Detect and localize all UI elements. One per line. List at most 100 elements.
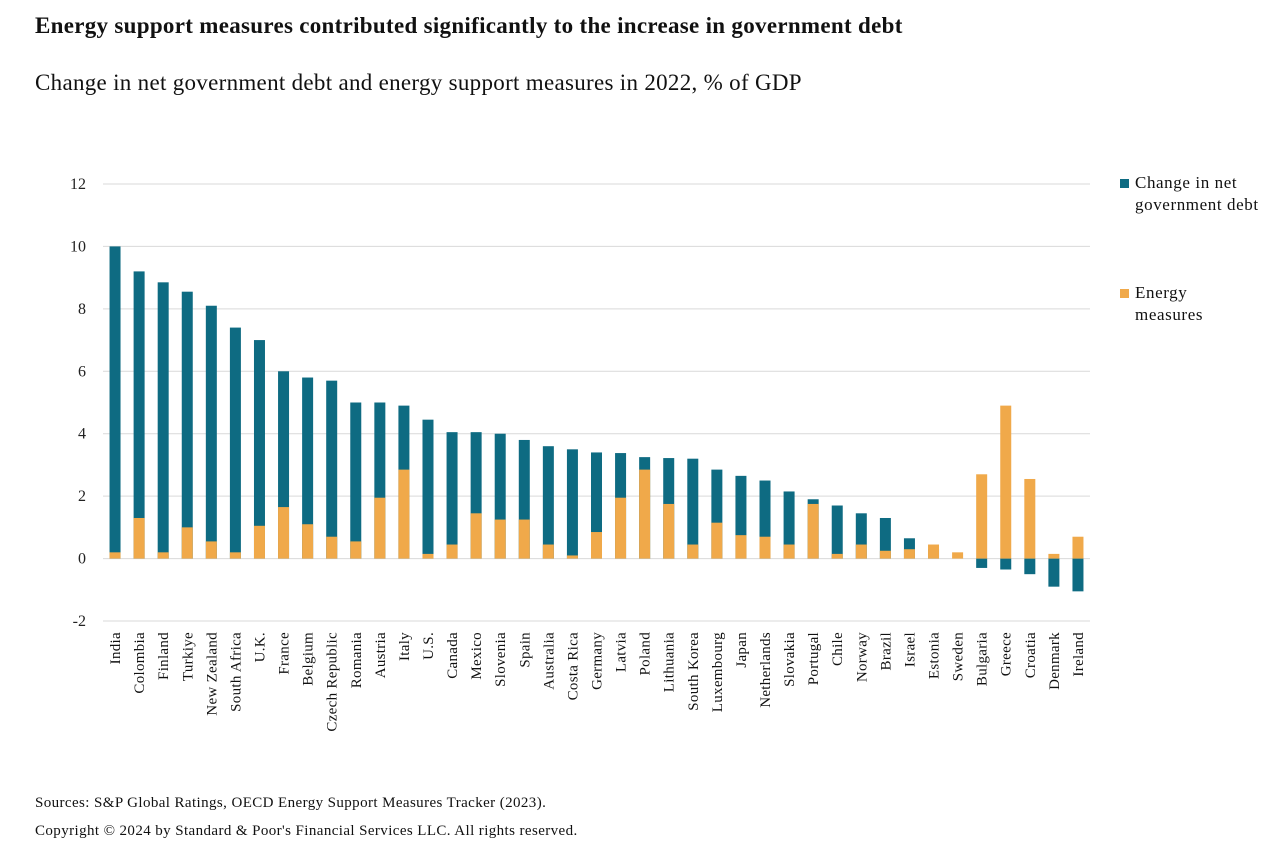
bar-debt-south-korea	[687, 458, 699, 559]
bar-energy-israel	[903, 549, 915, 559]
x-tick-label: Estonia	[927, 632, 943, 679]
legend-swatch-energy	[1120, 289, 1129, 298]
bar-energy-slovakia	[783, 544, 795, 559]
bar-debt-czech-republic	[326, 380, 338, 559]
bar-energy-austria	[374, 497, 386, 559]
bar-energy-belgium	[302, 524, 314, 559]
bar-debt-bulgaria	[976, 558, 988, 568]
bar-debt-japan	[735, 475, 747, 559]
x-tick-label: Norway	[854, 632, 870, 682]
bar-debt-ireland	[1072, 558, 1084, 592]
x-tick-label: Lithuania	[662, 632, 678, 692]
bar-energy-india	[109, 552, 121, 559]
x-tick-label: Denmark	[1047, 632, 1063, 690]
x-tick-label: Sweden	[951, 632, 967, 681]
x-tick-label: Romania	[349, 632, 365, 688]
legend-swatch-debt	[1120, 179, 1129, 188]
bar-debt-austria	[374, 402, 386, 559]
x-tick-label: U.S.	[421, 632, 437, 660]
bar-energy-luxembourg	[711, 522, 723, 559]
x-tick-label: U.K.	[252, 632, 268, 662]
bar-energy-u-k-	[253, 525, 265, 559]
x-tick-label: South Africa	[228, 632, 244, 712]
bar-energy-ireland	[1072, 536, 1084, 559]
x-tick-label: Germany	[590, 632, 606, 690]
bar-energy-netherlands	[759, 536, 771, 559]
x-tick-label: Croatia	[1023, 632, 1039, 678]
x-tick-label: India	[108, 632, 124, 664]
bar-debt-mexico	[470, 432, 482, 559]
x-tick-label: Turkiye	[180, 632, 196, 681]
bar-energy-colombia	[133, 517, 145, 559]
bar-debt-u-k-	[253, 340, 265, 559]
bar-debt-belgium	[302, 377, 314, 559]
bar-debt-new-zealand	[205, 305, 217, 559]
x-tick-label: Bulgaria	[975, 632, 991, 686]
x-tick-label: Poland	[638, 632, 654, 676]
y-tick-label: 8	[78, 301, 86, 318]
x-tick-label: Mexico	[469, 632, 485, 680]
bar-energy-italy	[398, 469, 410, 559]
x-tick-label: Luxembourg	[710, 632, 726, 712]
x-tick-label: Slovenia	[493, 632, 509, 687]
bar-debt-u-s-	[422, 419, 434, 559]
sources-note: Sources: S&P Global Ratings, OECD Energy…	[35, 795, 547, 811]
bar-energy-south-africa	[229, 552, 241, 559]
x-tick-label: Italy	[397, 632, 413, 661]
bar-energy-bulgaria	[976, 474, 988, 559]
x-tick-label: Finland	[156, 632, 172, 680]
bar-debt-norway	[855, 513, 867, 559]
bar-energy-turkiye	[181, 527, 193, 559]
chart-title: Energy support measures contributed sign…	[35, 13, 903, 38]
x-tick-label: France	[277, 632, 293, 675]
x-tick-label: Netherlands	[758, 632, 774, 708]
x-tick-label: Colombia	[132, 632, 148, 694]
bar-debt-australia	[542, 446, 554, 559]
y-tick-label: -2	[73, 613, 86, 630]
x-tick-label: Austria	[373, 632, 389, 678]
bar-energy-germany	[591, 532, 602, 559]
bar-energy-u-s-	[422, 553, 434, 559]
bar-energy-south-korea	[687, 544, 699, 559]
bar-debt-colombia	[133, 271, 145, 559]
bar-energy-mexico	[470, 513, 482, 559]
bar-energy-czech-republic	[326, 536, 338, 559]
bar-debt-croatia	[1024, 558, 1036, 575]
bar-energy-costa-rica	[566, 555, 578, 559]
x-tick-label: Latvia	[614, 632, 630, 672]
bar-energy-denmark	[1048, 553, 1060, 559]
y-tick-label: 10	[70, 238, 86, 255]
x-tick-label: New Zealand	[204, 632, 220, 716]
bar-energy-spain	[518, 519, 530, 559]
y-tick-label: 12	[70, 176, 86, 193]
bar-debt-spain	[518, 439, 530, 559]
legend-label-energy: Energy measures	[1135, 283, 1204, 324]
bar-debt-canada	[446, 432, 458, 559]
bar-energy-croatia	[1024, 478, 1036, 559]
bar-debt-germany	[591, 452, 602, 559]
x-tick-label: Slovakia	[782, 632, 798, 687]
bar-energy-portugal	[807, 503, 819, 559]
x-tick-label: Canada	[445, 632, 461, 679]
x-tick-label: Chile	[830, 632, 846, 666]
bar-energy-canada	[446, 544, 458, 559]
y-tick-label: 6	[78, 363, 86, 380]
bar-debt-slovenia	[494, 433, 506, 559]
bar-debt-slovakia	[783, 491, 795, 559]
bar-energy-norway	[855, 544, 867, 559]
x-tick-label: Portugal	[806, 632, 822, 685]
bar-debt-costa-rica	[566, 449, 578, 559]
bar-energy-slovenia	[494, 519, 506, 559]
bar-energy-estonia	[928, 544, 940, 559]
bar-debt-brazil	[879, 517, 891, 559]
y-tick-label: 2	[78, 488, 86, 505]
bar-debt-chile	[831, 505, 843, 559]
bar-debt-romania	[350, 402, 362, 559]
x-tick-label: Ireland	[1071, 632, 1087, 677]
bar-debt-denmark	[1048, 558, 1060, 587]
bar-energy-chile	[831, 553, 843, 559]
x-tick-label: South Korea	[686, 632, 702, 711]
chart-subtitle: Change in net government debt and energy…	[35, 70, 802, 95]
